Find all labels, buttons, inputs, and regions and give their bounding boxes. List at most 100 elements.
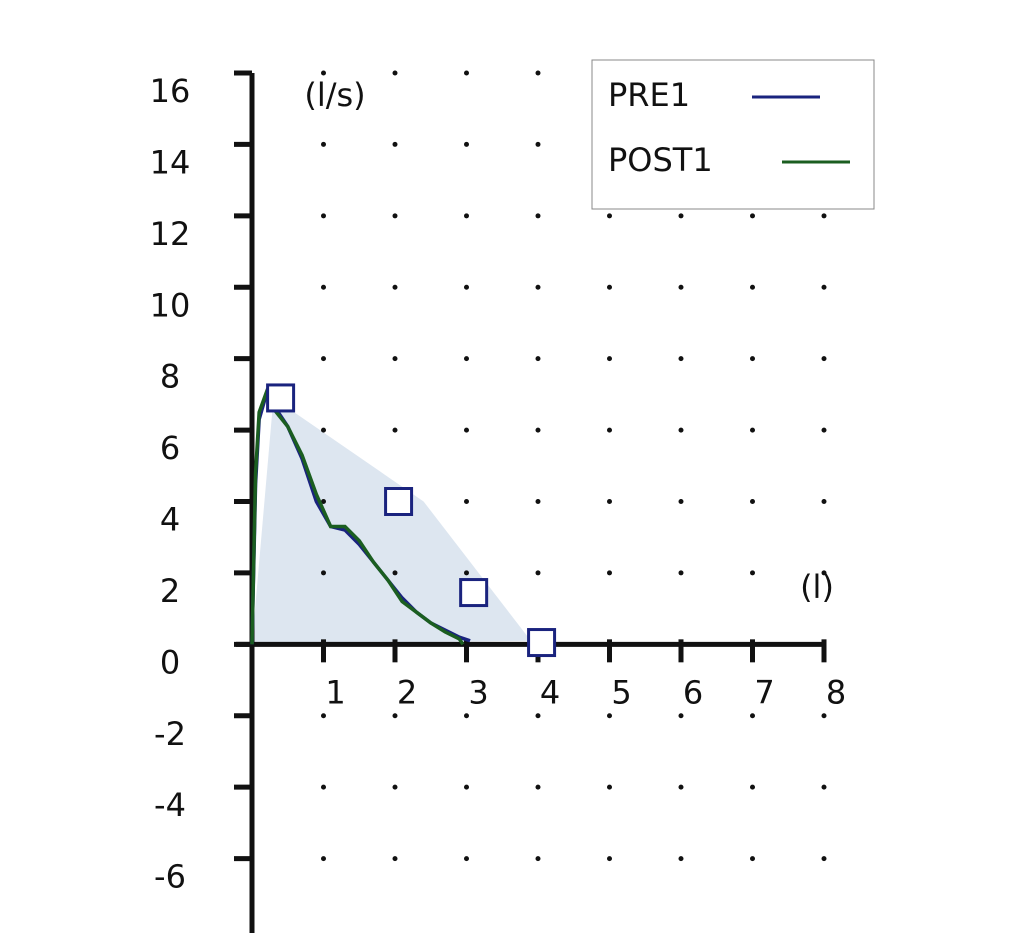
x-tick-label: 7 [754,673,774,711]
y-tick-label: 10 [150,286,191,324]
grid-dot [821,427,827,433]
grid-dot [464,856,469,862]
grid-dot [321,284,326,290]
grid-dot [321,856,326,862]
predicted-marker [266,383,296,413]
y-tick-label: -2 [154,715,186,753]
grid-dot [321,356,326,362]
grid-dot [821,284,827,290]
grid-dot [392,713,398,719]
grid-dot [321,570,326,576]
grid-dot [321,499,326,504]
grid-dot [678,856,684,862]
predicted-marker [527,628,557,658]
grid-dot [392,784,398,790]
grid-dot [750,784,755,790]
y-tick-label: 8 [160,358,180,396]
y-axis-label: (l/s) [304,76,365,114]
grid-dot [535,784,541,790]
grid-dot [607,427,612,433]
y-tick-label: 16 [150,72,191,110]
grid-dot [535,856,541,862]
predicted-marker [384,487,414,516]
grid-dot [535,427,541,433]
grid-dot [392,284,398,290]
grid-dot [821,356,827,362]
legend-label: PRE1 [608,76,690,114]
grid-dot [821,213,827,219]
predicted-marker [459,578,489,608]
grid-dot [678,499,684,504]
grid-dot [321,70,326,76]
grid-dot [535,141,541,147]
grid-dot [464,284,469,290]
grid-dot [607,713,612,719]
grid-dot [392,570,398,576]
x-tick-label: 5 [611,673,631,711]
legend-label: POST1 [608,141,713,179]
grid-dot [321,713,326,719]
grid-dot [392,427,398,433]
grid-dot [464,356,469,362]
grid-dot [535,570,541,576]
grid-dot [464,499,469,504]
grid-dot [821,856,827,862]
grid-dot [607,284,612,290]
grid-dot [535,70,541,76]
grid-dot [464,784,469,790]
y-tick-label: 2 [160,572,180,610]
grid-dot [464,570,469,576]
grid-dot [750,713,755,719]
y-tick-label: 14 [150,143,191,181]
grid-dot [750,856,755,862]
grid-dot [392,856,398,862]
grid-dot [464,427,469,433]
y-tick-label: -6 [154,858,186,896]
grid-dot [821,784,827,790]
grid-dot [678,713,684,719]
grid-dot [821,713,827,719]
grid-dot [321,141,326,147]
grid-dot [678,570,684,576]
grid-dot [464,713,469,719]
grid-dot [607,499,612,504]
grid-dot [392,356,398,362]
y-tick-label: 6 [160,429,180,467]
y-tick-label: 4 [160,501,180,539]
grid-dot [678,427,684,433]
grid-dot [321,427,326,433]
grid-dot [607,570,612,576]
grid-dot [678,213,684,219]
grid-dot [321,213,326,219]
x-tick-label: 3 [468,673,488,711]
grid-dot [392,141,398,147]
x-tick-label: 8 [826,673,846,711]
grid-dot [750,284,755,290]
x-tick-label: 4 [540,673,560,711]
grid-dot [607,356,612,362]
grid-dot [750,570,755,576]
grid-dot [535,499,541,504]
grid-dot [535,213,541,219]
grid-dot [750,427,755,433]
x-tick-label: 6 [683,673,703,711]
grid-dot [750,499,755,504]
grid-dot [535,713,541,719]
grid-dot [464,70,469,76]
grid-dot [821,570,827,576]
grid-dot [750,213,755,219]
grid-dot [678,784,684,790]
grid-dot [678,284,684,290]
grid-dot [607,213,612,219]
grid-dot [321,784,326,790]
y-tick-label: 12 [150,215,191,253]
grid-dot [678,356,684,362]
legend-box [591,59,875,210]
grid-dot [821,499,827,504]
x-tick-label: 2 [397,673,417,711]
x-axis-label: (l) [800,568,834,606]
grid-dot [535,284,541,290]
x-tick-label: 1 [325,673,345,711]
grid-dot [607,856,612,862]
